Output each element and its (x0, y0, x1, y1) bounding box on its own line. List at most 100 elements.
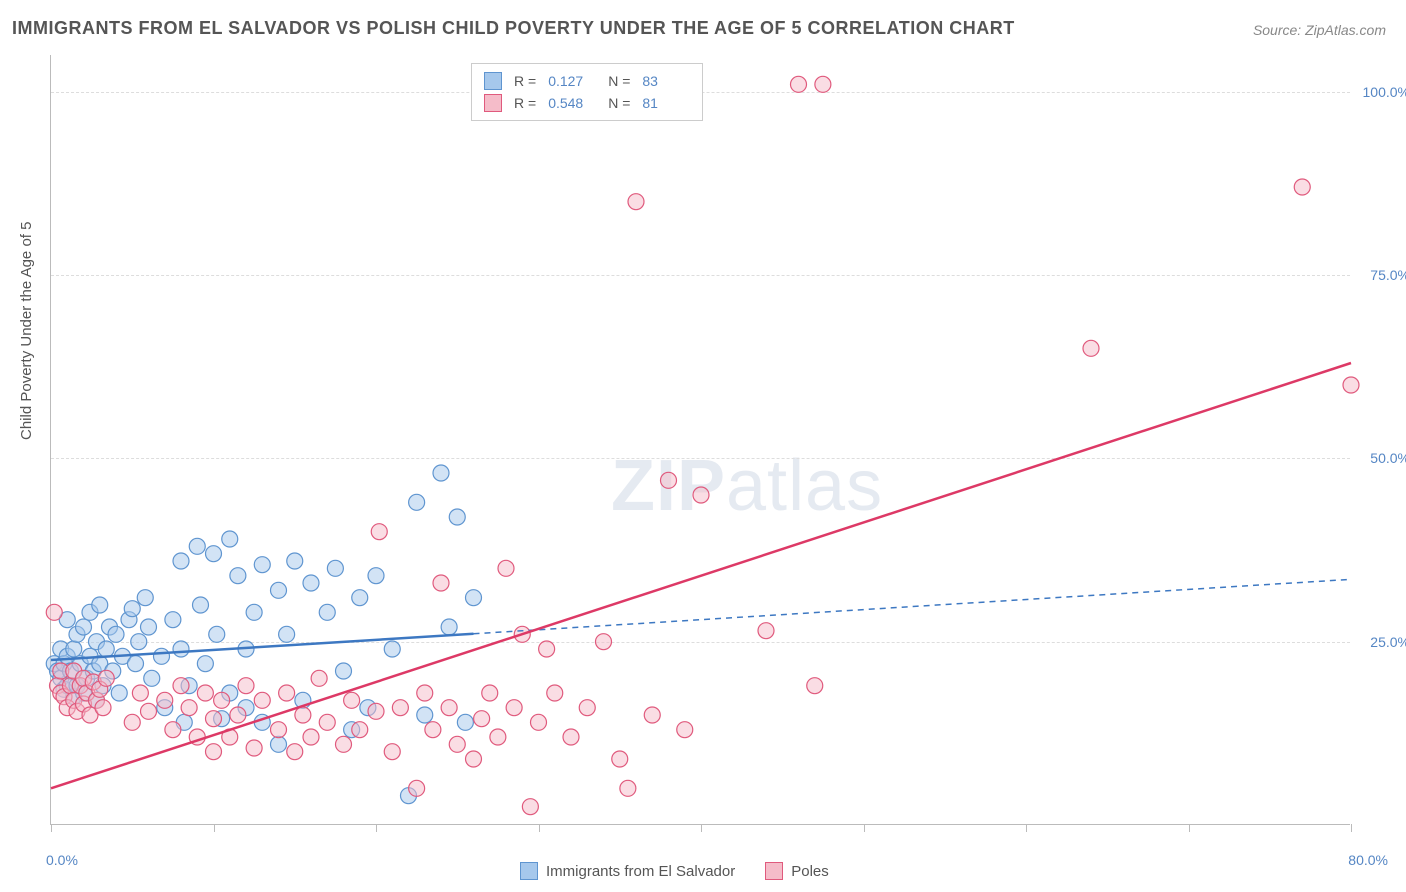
data-point (425, 722, 441, 738)
chart-svg (51, 55, 1350, 824)
data-point (319, 604, 335, 620)
data-point (620, 780, 636, 796)
data-point (1343, 377, 1359, 393)
data-point (441, 619, 457, 635)
data-point (417, 685, 433, 701)
x-max-label: 80.0% (1348, 852, 1388, 868)
data-point (98, 670, 114, 686)
data-point (66, 641, 82, 657)
data-point (108, 626, 124, 642)
data-point (206, 744, 222, 760)
data-point (76, 619, 92, 635)
data-point (181, 700, 197, 716)
y-tick-label: 25.0% (1370, 634, 1406, 650)
data-point (173, 678, 189, 694)
data-point (644, 707, 660, 723)
data-point (137, 590, 153, 606)
data-point (128, 656, 144, 672)
data-point (409, 494, 425, 510)
data-point (441, 700, 457, 716)
data-point (209, 626, 225, 642)
data-point (758, 623, 774, 639)
data-point (336, 663, 352, 679)
data-point (336, 736, 352, 752)
data-point (95, 700, 111, 716)
data-point (506, 700, 522, 716)
x-tick (51, 824, 52, 832)
data-point (433, 465, 449, 481)
data-point (46, 604, 62, 620)
x-tick (701, 824, 702, 832)
data-point (303, 575, 319, 591)
data-point (612, 751, 628, 767)
data-point (371, 524, 387, 540)
data-point (661, 472, 677, 488)
data-point (141, 619, 157, 635)
x-tick (1351, 824, 1352, 832)
swatch-series2-bottom (765, 862, 783, 880)
y-axis-label: Child Poverty Under the Age of 5 (18, 222, 35, 440)
data-point (352, 590, 368, 606)
x-min-label: 0.0% (46, 852, 78, 868)
data-point (246, 740, 262, 756)
data-point (230, 568, 246, 584)
data-point (287, 553, 303, 569)
data-point (238, 678, 254, 694)
data-point (482, 685, 498, 701)
source-attribution: Source: ZipAtlas.com (1253, 22, 1386, 38)
data-point (279, 626, 295, 642)
data-point (327, 560, 343, 576)
data-point (287, 744, 303, 760)
legend-label-1: Immigrants from El Salvador (546, 863, 735, 880)
data-point (417, 707, 433, 723)
data-point (433, 575, 449, 591)
data-point (449, 509, 465, 525)
x-tick (864, 824, 865, 832)
y-tick-label: 50.0% (1370, 450, 1406, 466)
data-point (677, 722, 693, 738)
data-point (596, 634, 612, 650)
y-tick-label: 75.0% (1370, 267, 1406, 283)
data-point (579, 700, 595, 716)
data-point (311, 670, 327, 686)
legend-item-series1: Immigrants from El Salvador (520, 862, 735, 880)
data-point (206, 546, 222, 562)
data-point (384, 744, 400, 760)
data-point (368, 703, 384, 719)
data-point (197, 685, 213, 701)
data-point (124, 714, 140, 730)
data-point (539, 641, 555, 657)
data-point (392, 700, 408, 716)
data-point (254, 557, 270, 573)
data-point (271, 582, 287, 598)
data-point (1083, 340, 1099, 356)
data-point (98, 641, 114, 657)
x-tick (376, 824, 377, 832)
data-point (111, 685, 127, 701)
data-point (547, 685, 563, 701)
x-tick (1189, 824, 1190, 832)
data-point (189, 538, 205, 554)
data-point (165, 722, 181, 738)
data-point (144, 670, 160, 686)
data-point (693, 487, 709, 503)
data-point (449, 736, 465, 752)
plot-area: ZIPatlas 25.0%50.0%75.0%100.0% R = 0.127… (50, 55, 1350, 825)
data-point (791, 76, 807, 92)
data-point (271, 722, 287, 738)
data-point (563, 729, 579, 745)
legend-item-series2: Poles (765, 862, 829, 880)
data-point (141, 703, 157, 719)
data-point (271, 736, 287, 752)
data-point (279, 685, 295, 701)
x-tick (539, 824, 540, 832)
data-point (254, 692, 270, 708)
data-point (522, 799, 538, 815)
data-point (295, 707, 311, 723)
data-point (466, 751, 482, 767)
data-point (368, 568, 384, 584)
data-point (92, 597, 108, 613)
chart-title: IMMIGRANTS FROM EL SALVADOR VS POLISH CH… (12, 18, 1015, 39)
data-point (344, 692, 360, 708)
data-point (303, 729, 319, 745)
